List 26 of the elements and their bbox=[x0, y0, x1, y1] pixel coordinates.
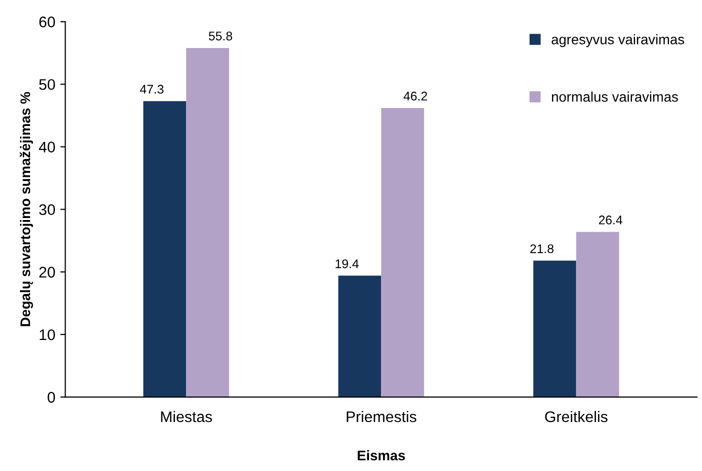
data-label: 46.2 bbox=[404, 92, 428, 101]
data-label: 19.4 bbox=[336, 259, 359, 268]
y-tick-label: 20 bbox=[39, 266, 55, 278]
x-tick-label: Greitkelis bbox=[545, 410, 608, 422]
y-tick-label: 10 bbox=[40, 329, 55, 340]
bar bbox=[186, 48, 230, 398]
y-tick-label: 50 bbox=[39, 79, 55, 90]
y-tick-label: 30 bbox=[39, 204, 55, 216]
x-axis-title: Eismas bbox=[358, 450, 405, 460]
data-label: 26.4 bbox=[598, 216, 622, 224]
data-label: 55.8 bbox=[208, 32, 232, 40]
y-axis-title: Degalų suvartojimo sumažėjimas % bbox=[20, 92, 34, 326]
y-tick-label: 60 bbox=[39, 16, 55, 28]
bar bbox=[381, 108, 424, 398]
x-tick-label: Priemestis bbox=[346, 410, 416, 422]
x-tick-label: Miestas bbox=[161, 410, 212, 422]
data-label: 21.8 bbox=[530, 244, 554, 254]
legend-label: agresyvus vairavimas bbox=[552, 34, 684, 48]
y-tick-label: 0 bbox=[48, 392, 55, 403]
data-label: 47.3 bbox=[140, 84, 164, 94]
bar bbox=[576, 232, 620, 398]
legend-label: normalus vairavimas bbox=[552, 92, 678, 102]
bar bbox=[143, 101, 186, 398]
y-tick-label: 40 bbox=[38, 142, 55, 152]
bar bbox=[533, 260, 576, 398]
bar bbox=[338, 276, 382, 398]
